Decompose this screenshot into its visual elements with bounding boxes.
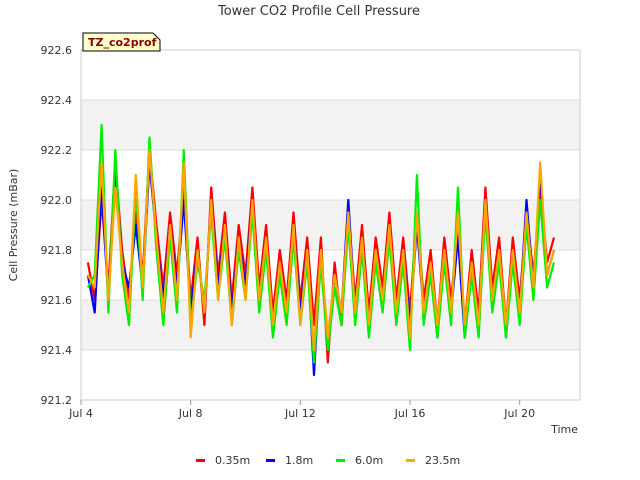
series-line-23-5m bbox=[86, 148, 556, 352]
station-badge-label: TZ_co2prof bbox=[88, 36, 157, 49]
legend-label: 23.5m bbox=[425, 454, 460, 467]
legend-swatch bbox=[336, 459, 345, 462]
station-badge: TZ_co2prof bbox=[82, 32, 161, 52]
y-tick-label: 921.6 bbox=[41, 294, 73, 307]
x-tick-label: Jul 20 bbox=[503, 407, 535, 420]
x-tick-label: Jul 12 bbox=[284, 407, 316, 420]
y-tick-label: 922.0 bbox=[41, 194, 73, 207]
legend-label: 6.0m bbox=[355, 454, 383, 467]
legend-swatch bbox=[406, 459, 415, 462]
y-tick-label: 922.2 bbox=[41, 144, 73, 157]
x-tick-label: Jul 8 bbox=[178, 407, 203, 420]
y-tick-label: 922.4 bbox=[41, 94, 73, 107]
series-lines bbox=[86, 123, 556, 377]
x-axis-title: Time bbox=[550, 423, 578, 436]
y-axis-title: Cell Pressure (mBar) bbox=[7, 169, 20, 282]
x-axis-ticks: Jul 4 Jul 8 Jul 12 Jul 16 Jul 20 bbox=[68, 400, 535, 420]
legend-swatch bbox=[266, 459, 275, 462]
legend-label: 0.35m bbox=[215, 454, 250, 467]
y-tick-label: 921.8 bbox=[41, 244, 73, 257]
plot-band bbox=[81, 100, 580, 150]
legend-label: 1.8m bbox=[285, 454, 313, 467]
y-axis-ticks: 921.2 921.4 921.6 921.8 922.0 922.2 922.4 922.6 bbox=[41, 44, 73, 407]
plot-band bbox=[81, 200, 580, 250]
chart-title: Tower CO2 Profile Cell Pressure bbox=[217, 4, 420, 19]
plot-frame bbox=[80, 49, 581, 401]
series-line-0-35m bbox=[86, 148, 556, 364]
x-tick-label: Jul 4 bbox=[68, 407, 93, 420]
legend: 0.35m 1.8m 6.0m 23.5m bbox=[196, 454, 460, 467]
y-tick-label: 921.2 bbox=[41, 394, 73, 407]
x-tick-label: Jul 16 bbox=[394, 407, 426, 420]
y-tick-label: 922.6 bbox=[41, 44, 73, 57]
legend-swatch bbox=[196, 459, 205, 462]
y-tick-label: 921.4 bbox=[41, 344, 73, 357]
